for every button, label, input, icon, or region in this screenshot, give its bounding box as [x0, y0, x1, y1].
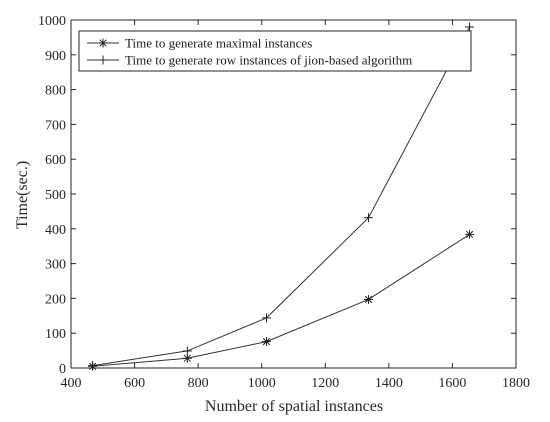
legend: Time to generate maximal instances Time t…: [78, 30, 472, 72]
series-2-point: [261, 313, 271, 323]
series-group: [88, 22, 475, 371]
y-axis: 0 100 200 300 400 500 600 700 800 900 1000: [38, 14, 516, 377]
series-1-line: [92, 233, 470, 367]
plot-frame: [70, 19, 517, 369]
series-2-point: [88, 361, 98, 371]
plot-area-border: [70, 19, 517, 369]
legend-marker-2: [98, 55, 108, 65]
y-tick-label: 0: [59, 362, 66, 377]
x-tick-label: 800: [188, 376, 209, 391]
legend-label-2: Time to generate row instances of jion-b…: [125, 53, 412, 68]
series-2-point: [182, 346, 192, 356]
y-tick-label: 700: [45, 118, 66, 133]
legend-box: [78, 30, 472, 72]
legend-marker-1: [98, 38, 108, 48]
series-1-point: [465, 229, 475, 239]
x-tick-label: 1200: [311, 376, 339, 391]
series-1-point: [261, 337, 271, 347]
y-tick-label: 800: [45, 84, 66, 99]
x-tick-label: 400: [61, 376, 82, 391]
series-2-line: [92, 26, 471, 367]
x-tick-label: 1400: [375, 376, 403, 391]
x-tick-label: 1600: [438, 376, 466, 391]
series-1: [88, 229, 475, 371]
legend-label-1: Time to generate maximal instances: [125, 36, 312, 51]
series-2-point: [364, 213, 374, 223]
x-axis-title: Number of spatial instances: [205, 398, 383, 415]
x-tick-label: 1800: [502, 376, 530, 391]
y-axis-title: Time(sec.): [14, 161, 31, 229]
y-tick-label: 500: [45, 188, 66, 203]
x-tick-label: 1000: [248, 376, 276, 391]
series-2: [88, 22, 475, 371]
y-tick-label: 900: [45, 49, 66, 64]
x-axis: 400 600 800 1000 1200 1400 1600 1800: [61, 20, 530, 391]
y-tick-label: 300: [45, 258, 66, 273]
x-tick-label: 600: [124, 376, 145, 391]
series-1-point: [364, 294, 374, 304]
y-tick-label: 400: [45, 223, 66, 238]
y-tick-label: 200: [45, 292, 66, 307]
y-tick-label: 100: [45, 327, 66, 342]
y-tick-label: 600: [45, 153, 66, 168]
series-2-point: [465, 22, 475, 32]
y-tick-label: 1000: [38, 14, 66, 29]
